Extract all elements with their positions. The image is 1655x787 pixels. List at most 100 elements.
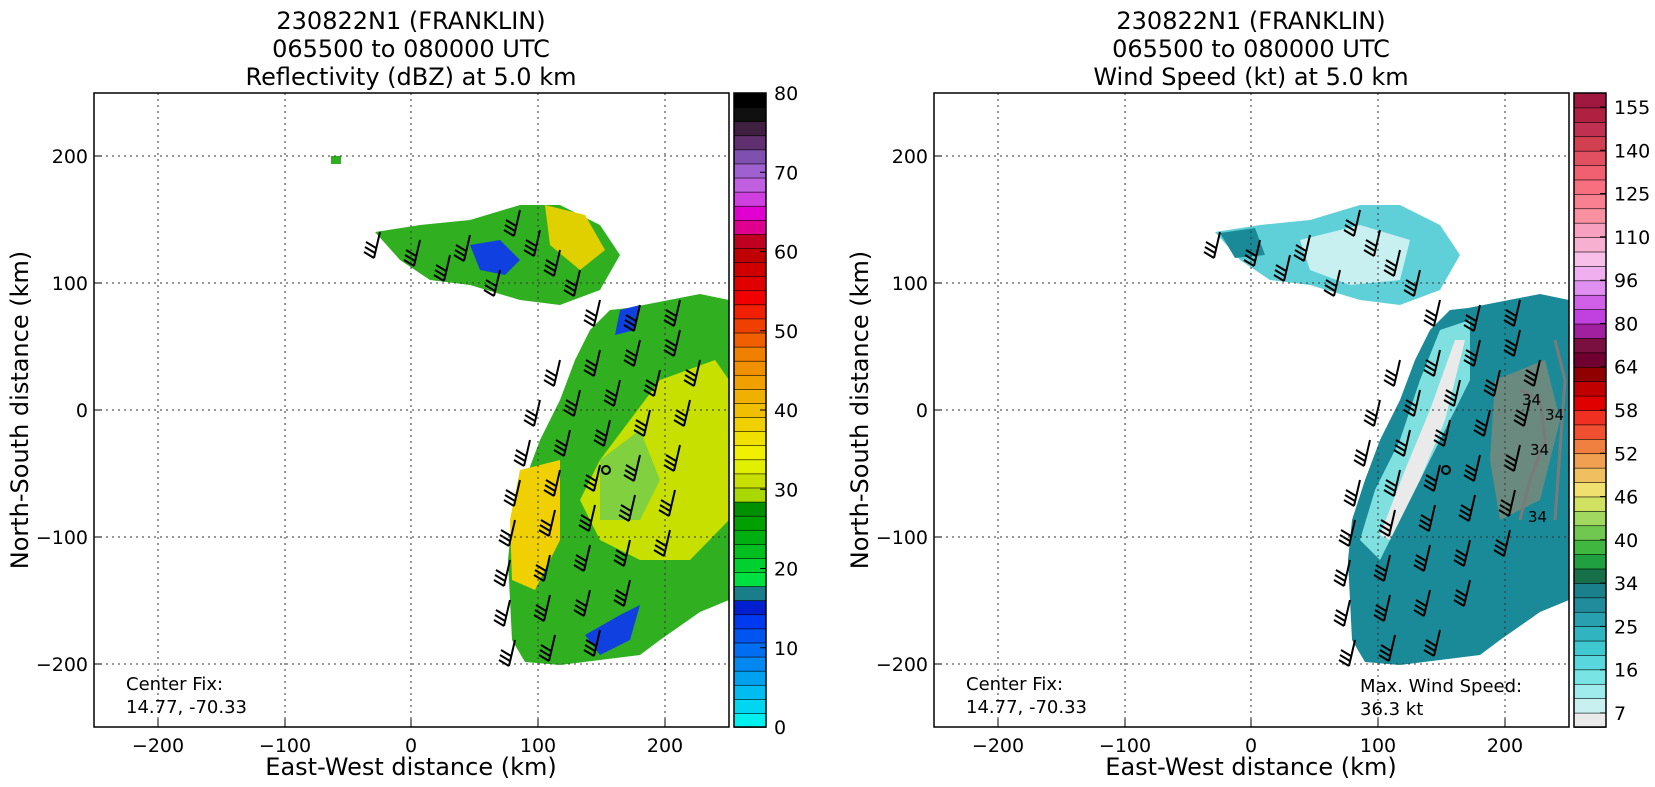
colorbar-swatch <box>1573 236 1607 253</box>
wind-barb <box>1458 494 1476 522</box>
colorbar-tick-label: 64 <box>1614 357 1638 379</box>
colorbar-swatch <box>1573 352 1607 368</box>
wind-barb <box>1503 444 1521 472</box>
colorbar-swatch <box>733 430 767 447</box>
y-tick-label: −100 <box>36 527 88 549</box>
colorbar-swatch <box>733 219 767 235</box>
colorbar-tick-labels: 7 16 25 34 40 46 52 58 64 80 96 110 125 140 155 <box>1614 97 1650 725</box>
x-tick-label: −200 <box>132 735 184 757</box>
wind-barb <box>583 464 601 492</box>
colorbar-tick-label: 25 <box>1614 616 1638 638</box>
wind-barb <box>1413 544 1431 572</box>
colorbar-frame <box>733 92 767 728</box>
colorbar-swatch <box>733 698 767 714</box>
wind-barb <box>533 554 551 582</box>
colorbar-swatch <box>733 275 767 292</box>
wind-barb <box>1463 339 1481 367</box>
contour-label: 34 <box>1528 508 1547 526</box>
wind-barb <box>653 529 671 557</box>
colorbar-swatch <box>1573 683 1607 699</box>
wind-barb <box>1343 209 1361 237</box>
colorbar-swatch <box>733 177 767 193</box>
storm-center-marker <box>1441 465 1451 475</box>
colorbar-swatch <box>1573 265 1607 282</box>
wind-barb <box>1363 399 1381 427</box>
colorbar-swatch <box>733 459 767 475</box>
wind-barb <box>583 299 601 327</box>
x-tick-label: 100 <box>520 735 556 757</box>
reflectivity-panel: 230822N1 (FRANKLIN) 065500 to 080000 UTC… <box>6 7 798 781</box>
colorbar-tick-label: 110 <box>1614 227 1650 249</box>
colorbar-swatch <box>1573 294 1607 310</box>
wind-barb <box>583 349 601 377</box>
colorbar-swatch <box>1573 438 1607 455</box>
colorbar-swatch <box>733 557 767 573</box>
contour-label: 34 <box>1545 406 1564 424</box>
wind-barb <box>503 479 521 507</box>
colorbar-swatch <box>733 684 767 700</box>
colorbar-tick-label: 80 <box>1614 313 1638 335</box>
colorbar-swatch <box>1573 222 1607 238</box>
x-ticks <box>934 155 1506 727</box>
wind-barb <box>1413 589 1431 617</box>
wind-barb <box>513 439 531 467</box>
wind-barb <box>1378 509 1396 537</box>
wind-barb <box>1353 439 1371 467</box>
wind-barb <box>553 429 571 457</box>
colorbar-swatch <box>1573 395 1607 411</box>
colorbar-swatch <box>733 92 767 108</box>
colorbar-tick-label: 0 <box>774 717 786 739</box>
wind-calm-strip <box>1380 340 1465 540</box>
colorbar-tick-label: 20 <box>774 559 798 581</box>
colorbar-swatch <box>733 712 767 728</box>
wind-barb <box>563 269 581 297</box>
wind-northern-teal <box>1220 228 1265 258</box>
wind-barb <box>1243 239 1261 267</box>
wind-barb <box>1293 234 1311 262</box>
reflectivity-east-blue <box>615 305 640 335</box>
y-tick-label: −100 <box>876 527 928 549</box>
colorbar-swatch <box>1573 481 1607 498</box>
wind-barb <box>1363 229 1381 257</box>
y-tick-labels: 200 100 0 −100 −200 <box>36 146 88 676</box>
x-axis-label: East-West distance (km) <box>1105 753 1396 781</box>
wind-barb <box>363 231 381 259</box>
wind-barb <box>643 369 661 397</box>
wind-barb <box>633 409 651 437</box>
reflectivity-light-green <box>600 430 660 520</box>
x-tick-label: 100 <box>1360 735 1396 757</box>
reflectivity-south-blue <box>585 605 640 655</box>
colorbar-swatch <box>1573 150 1607 166</box>
contour-label: 34 <box>1522 391 1541 409</box>
colorbar-swatch <box>733 585 767 601</box>
wind-barb <box>493 559 511 587</box>
x-tick-label: −100 <box>1099 735 1151 757</box>
wind-barb <box>573 544 591 572</box>
colorbar-tick-label: 46 <box>1614 487 1638 509</box>
colorbar-tick-label: 125 <box>1614 184 1650 206</box>
colorbar-swatch <box>1573 654 1607 671</box>
wind-barb <box>1393 429 1411 457</box>
wind-barb <box>1343 479 1361 507</box>
wind-barb <box>1378 634 1396 662</box>
colorbar-swatch <box>733 388 767 404</box>
wind-barb <box>498 519 516 547</box>
colorbar-tick-label: 52 <box>1614 443 1638 465</box>
wind-barb <box>1383 469 1401 497</box>
colorbar-swatch <box>733 473 767 489</box>
colorbar-swatch <box>733 501 767 517</box>
colorbar-swatch <box>1573 611 1607 627</box>
colorbar-tick-label: 34 <box>1614 573 1638 595</box>
wind-barb <box>1423 629 1441 657</box>
colorbar-tick-labels: 0 10 20 30 40 50 60 70 80 <box>774 83 798 739</box>
colorbar-tick-label: 80 <box>774 83 798 105</box>
wind-barb <box>603 379 621 407</box>
wind-barb <box>1403 269 1421 297</box>
wind-barb <box>533 594 551 622</box>
colorbar-swatch <box>1573 308 1607 325</box>
colorbar-swatch <box>1573 366 1607 382</box>
wind-barb <box>1403 389 1421 417</box>
wind-barb <box>1383 359 1401 387</box>
wind-barb <box>623 304 641 332</box>
title-line-3: Wind Speed (kt) at 5.0 km <box>1093 63 1408 91</box>
